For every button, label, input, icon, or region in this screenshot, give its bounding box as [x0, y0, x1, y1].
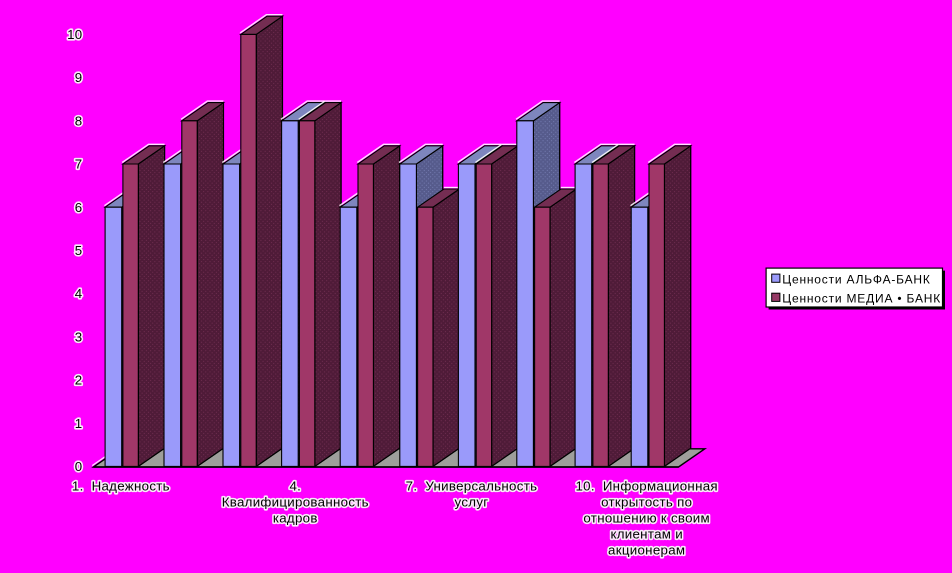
svg-text:10. Информационная: 10. Информационная [575, 478, 717, 493]
svg-text:4: 4 [75, 286, 83, 301]
svg-text:открытость по: открытость по [601, 494, 692, 509]
svg-text:4.: 4. [289, 478, 301, 493]
svg-text:отношению к своим: отношению к своим [583, 510, 710, 525]
svg-text:5: 5 [75, 243, 83, 258]
svg-text:7: 7 [75, 157, 83, 172]
svg-text:кадров: кадров [273, 510, 318, 525]
svg-text:2: 2 [75, 373, 83, 388]
svg-text:10: 10 [67, 27, 82, 42]
svg-text:клиентам и: клиентам и [610, 526, 683, 541]
svg-text:1. Надежность: 1. Надежность [72, 478, 170, 493]
svg-text:9: 9 [75, 70, 83, 85]
svg-text:акционерам: акционерам [608, 542, 685, 557]
svg-text:Ценности МЕДИА • БАНК: Ценности МЕДИА • БАНК [782, 291, 941, 305]
svg-text:Ценности АЛЬФА-БАНК: Ценности АЛЬФА-БАНК [782, 272, 930, 286]
svg-text:7. Универсальность: 7. Универсальность [406, 478, 538, 493]
svg-text:8: 8 [75, 113, 83, 128]
svg-text:услуг: услуг [455, 494, 489, 509]
svg-text:1: 1 [75, 416, 83, 431]
svg-text:6: 6 [75, 200, 83, 215]
svg-text:Квалифицированность: Квалифицированность [222, 494, 369, 509]
svg-text:3: 3 [75, 329, 83, 344]
svg-text:0: 0 [75, 459, 83, 474]
